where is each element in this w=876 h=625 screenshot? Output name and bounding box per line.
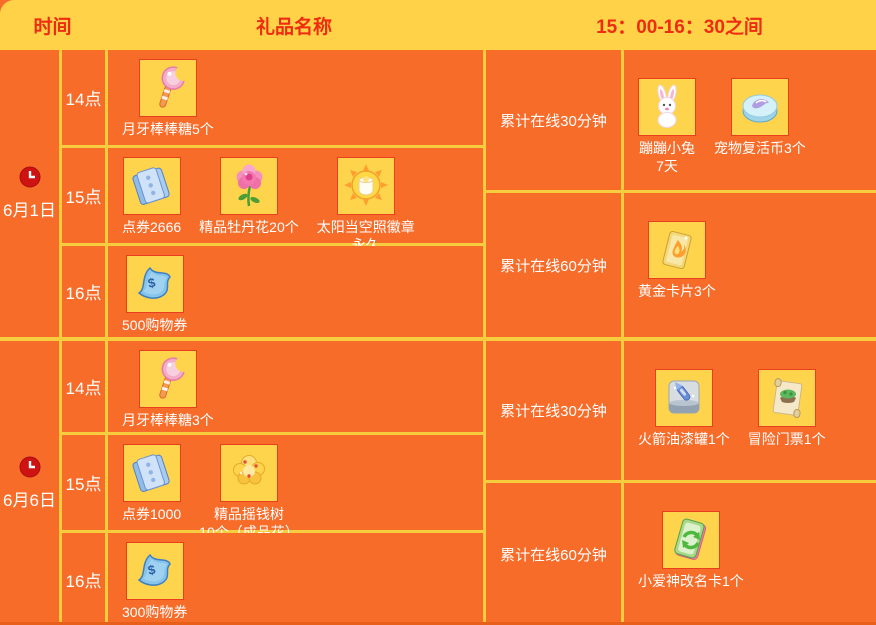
- time-label: 15点: [65, 475, 102, 494]
- time-cell: 14点: [62, 50, 105, 145]
- header-gift-name: 礼品名称: [255, 16, 332, 38]
- time-cell: 15点: [62, 148, 105, 243]
- gift-item-label: 点券1000: [122, 506, 182, 522]
- time-cell: 16点: [62, 246, 105, 337]
- gift-cell: 点券1000 精品摇钱树 10个（成品花）: [108, 435, 483, 540]
- gift-item: 月牙棒棒糖5个: [122, 59, 214, 139]
- reward-cell: 蹦蹦小兔 7天 宠物复活币3个: [624, 50, 876, 190]
- peony-flower-icon: [219, 157, 278, 215]
- svg-text:$: $: [146, 275, 157, 291]
- date-label: 6月1日: [3, 201, 56, 220]
- gift-cell: 月牙棒棒糖5个: [108, 50, 483, 145]
- time-label: 16点: [65, 571, 102, 591]
- gift-item: 精品摇钱树 10个（成品花）: [199, 444, 299, 541]
- date-cell: 6月1日: [0, 50, 59, 337]
- time-cell: 15点: [62, 435, 105, 530]
- online-requirement-cell: 累计在线60分钟: [486, 193, 621, 337]
- gift-item-label: 月牙棒棒糖3个: [122, 412, 214, 428]
- gift-item-label: 精品牡丹花20个: [199, 219, 299, 235]
- reward-item-label: 黄金卡片3个: [638, 283, 716, 299]
- gift-cell: 月牙棒棒糖3个: [108, 341, 483, 432]
- reward-item-label: 火箭油漆罐1个: [638, 431, 730, 447]
- reward-item: 火箭油漆罐1个: [638, 369, 730, 449]
- table-body: 6月1日 14点 15点 16点 月牙棒棒糖5个 点券2666: [0, 50, 876, 625]
- time-label: 14点: [65, 90, 102, 109]
- reward-item-label: 蹦蹦小兔 7天: [639, 140, 695, 174]
- reward-item-label: 冒险门票1个: [747, 431, 826, 447]
- money-tree-icon: [219, 444, 278, 502]
- date-cell: 6月6日: [0, 341, 59, 625]
- header-time-window: 15：00-16：30之间: [596, 16, 763, 38]
- gift-item: $ 500购物券: [122, 255, 187, 335]
- gift-item: 点券1000: [122, 444, 181, 524]
- point-tickets-icon: [122, 157, 181, 215]
- reward-item: 宠物复活币3个: [714, 78, 806, 158]
- gift-item-label: 月牙棒棒糖5个: [122, 121, 214, 137]
- reward-item-label: 小爱神改名卡1个: [638, 573, 744, 589]
- gift-item-label: 点券2666: [122, 219, 182, 235]
- date-label: 6月6日: [3, 490, 56, 510]
- online-duration-label: 累计在线60分钟: [500, 257, 607, 275]
- reward-item: 小爱神改名卡1个: [638, 511, 744, 591]
- online-duration-label: 累计在线30分钟: [500, 112, 607, 130]
- reward-item: 黄金卡片3个: [638, 221, 716, 301]
- reward-item: 蹦蹦小兔 7天: [638, 78, 696, 175]
- shopping-voucher-icon: $: [125, 255, 184, 313]
- sun-badge-icon: [336, 157, 395, 215]
- gift-item: $ 300购物券: [122, 542, 187, 622]
- rename-card-icon: [661, 511, 720, 569]
- gift-item-label: 500购物券: [122, 317, 188, 333]
- clock-icon: [19, 456, 40, 477]
- reward-cell: 黄金卡片3个: [624, 193, 876, 337]
- gift-item: 月牙棒棒糖3个: [122, 350, 214, 430]
- gift-item-label: 300购物券: [122, 604, 188, 620]
- gift-cell: $ 300购物券: [108, 533, 483, 625]
- crescent-lollipop-icon: [138, 350, 197, 408]
- gift-item: 点券2666: [122, 157, 181, 237]
- reward-cell: 火箭油漆罐1个 冒险门票1个: [624, 341, 876, 480]
- online-duration-label: 累计在线60分钟: [500, 546, 607, 564]
- table-header: 时间 礼品名称 15：00-16：30之间: [0, 0, 876, 50]
- time-cell: 14点: [62, 341, 105, 432]
- gift-cell: $ 500购物券: [108, 246, 483, 337]
- shopping-voucher-icon: $: [125, 542, 184, 600]
- online-duration-label: 累计在线30分钟: [500, 403, 607, 420]
- golden-card-icon: [647, 221, 706, 279]
- online-requirement-cell: 累计在线30分钟: [486, 341, 621, 480]
- time-label: 15点: [65, 188, 102, 207]
- gift-item: 太阳当空照徽章 永久: [317, 157, 415, 254]
- rocket-paint-can-icon: [654, 369, 713, 427]
- reward-cell: 小爱神改名卡1个: [624, 483, 876, 625]
- svg-text:$: $: [146, 562, 157, 578]
- reward-item-label: 宠物复活币3个: [714, 140, 806, 156]
- time-cell: 16点: [62, 533, 105, 625]
- header-time: 时间: [33, 16, 72, 38]
- online-requirement-cell: 累计在线60分钟: [486, 483, 621, 625]
- time-label: 16点: [65, 284, 102, 303]
- bunny-icon: [638, 78, 696, 136]
- clock-icon: [19, 166, 40, 188]
- reward-item: 冒险门票1个: [748, 369, 826, 449]
- time-label: 14点: [65, 379, 102, 398]
- pet-revive-coin-icon: [730, 78, 789, 136]
- online-requirement-cell: 累计在线30分钟: [486, 50, 621, 190]
- adventure-ticket-icon: [757, 369, 816, 427]
- gift-cell: 点券2666 精品牡丹花20个 太阳当空照徽章 永久: [108, 148, 483, 253]
- point-tickets-icon: [122, 444, 181, 502]
- crescent-lollipop-icon: [138, 59, 197, 117]
- gift-item: 精品牡丹花20个: [199, 157, 299, 237]
